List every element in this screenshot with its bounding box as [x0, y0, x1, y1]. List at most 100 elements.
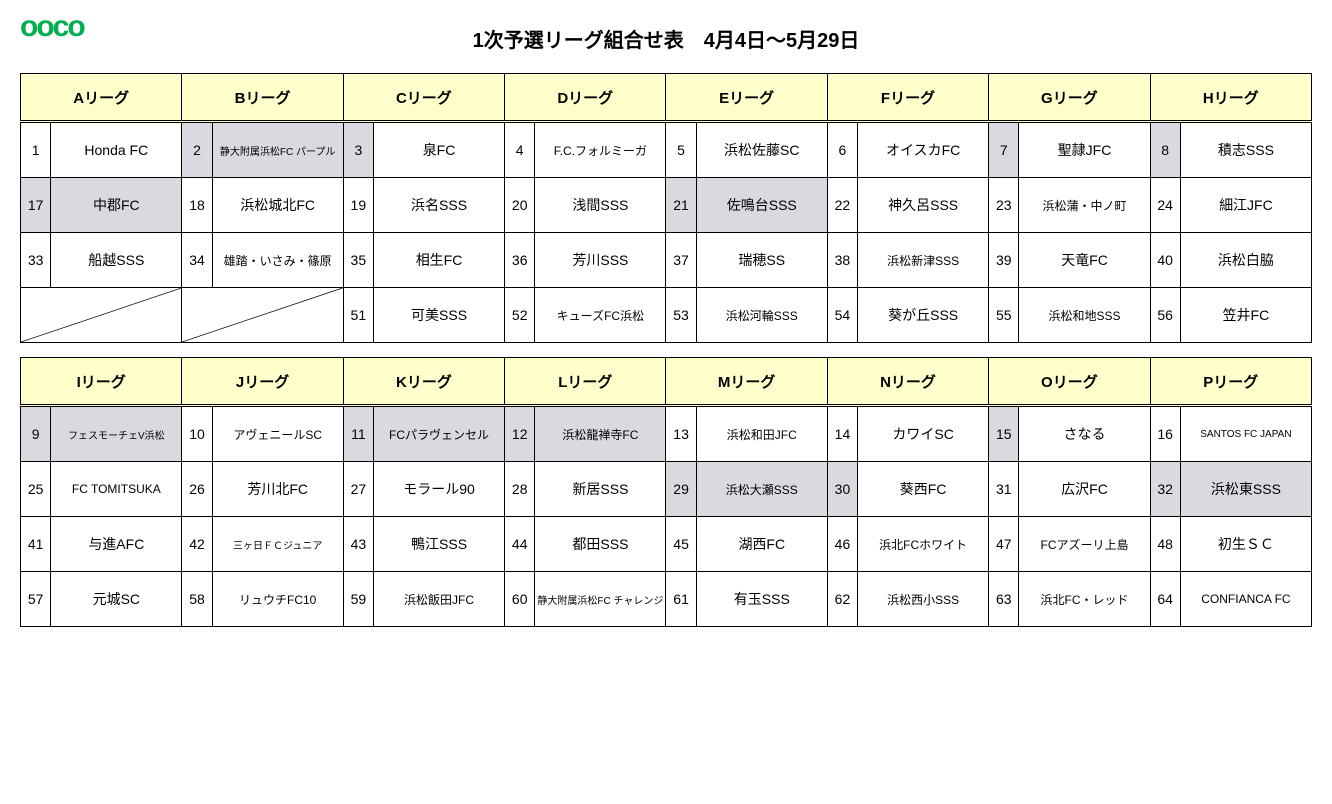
team-name: 笠井FC: [1180, 288, 1311, 343]
team-number: 41: [21, 517, 51, 572]
team-name: 中郡FC: [51, 178, 182, 233]
team-name: 細江JFC: [1180, 178, 1311, 233]
team-number: 47: [989, 517, 1019, 572]
league-header: Aリーグ: [21, 74, 182, 122]
team-name: F.C.フォルミーガ: [535, 122, 666, 178]
team-name: リュウチFC10: [212, 572, 343, 627]
team-name: 浜松和地SSS: [1019, 288, 1150, 343]
team-number: 45: [666, 517, 696, 572]
team-name: 相生FC: [373, 233, 504, 288]
team-number: 35: [343, 233, 373, 288]
team-number: 32: [1150, 462, 1180, 517]
league-header: Pリーグ: [1150, 358, 1311, 406]
team-number: 57: [21, 572, 51, 627]
team-name: さなる: [1019, 406, 1150, 462]
team-name: カワイSC: [858, 406, 989, 462]
team-number: 46: [827, 517, 857, 572]
team-name: 瑞穂SS: [696, 233, 827, 288]
team-number: 37: [666, 233, 696, 288]
team-number: 27: [343, 462, 373, 517]
team-name: Honda FC: [51, 122, 182, 178]
team-number: 17: [21, 178, 51, 233]
team-name: 新居SSS: [535, 462, 666, 517]
team-number: 42: [182, 517, 212, 572]
team-name: 湖西FC: [696, 517, 827, 572]
team-number: 1: [21, 122, 51, 178]
team-name: 浜松和田JFC: [696, 406, 827, 462]
team-name: 天竜FC: [1019, 233, 1150, 288]
team-name: 可美SSS: [373, 288, 504, 343]
team-number: 60: [505, 572, 535, 627]
team-number: 15: [989, 406, 1019, 462]
team-number: 64: [1150, 572, 1180, 627]
team-number: 29: [666, 462, 696, 517]
league-header: Mリーグ: [666, 358, 827, 406]
team-number: 8: [1150, 122, 1180, 178]
league-header: Gリーグ: [989, 74, 1150, 122]
team-name: 浜松白脇: [1180, 233, 1311, 288]
team-number: 24: [1150, 178, 1180, 233]
team-name: 与進AFC: [51, 517, 182, 572]
team-name: 元城SC: [51, 572, 182, 627]
team-name: アヴェニールSC: [212, 406, 343, 462]
team-number: 48: [1150, 517, 1180, 572]
team-name: モラール90: [373, 462, 504, 517]
team-name: 船越SSS: [51, 233, 182, 288]
team-name: 静大附属浜松FC チャレンジ: [535, 572, 666, 627]
league-header: Dリーグ: [505, 74, 666, 122]
team-name: 芳川SSS: [535, 233, 666, 288]
team-number: 52: [505, 288, 535, 343]
empty-diagonal-cell: [182, 288, 343, 343]
team-name: 芳川北FC: [212, 462, 343, 517]
team-name: SANTOS FC JAPAN: [1180, 406, 1311, 462]
team-number: 9: [21, 406, 51, 462]
team-number: 4: [505, 122, 535, 178]
team-name: FCパラヴェンセル: [373, 406, 504, 462]
league-header: Kリーグ: [343, 358, 504, 406]
team-name: 佐鳴台SSS: [696, 178, 827, 233]
team-number: 28: [505, 462, 535, 517]
team-number: 12: [505, 406, 535, 462]
team-number: 20: [505, 178, 535, 233]
team-name: 浜松大瀬SSS: [696, 462, 827, 517]
team-number: 3: [343, 122, 373, 178]
team-number: 11: [343, 406, 373, 462]
team-name: 浜松佐藤SC: [696, 122, 827, 178]
team-number: 54: [827, 288, 857, 343]
team-name: 浜松河輪SSS: [696, 288, 827, 343]
team-number: 13: [666, 406, 696, 462]
team-number: 62: [827, 572, 857, 627]
team-number: 43: [343, 517, 373, 572]
team-name: 聖隷JFC: [1019, 122, 1150, 178]
empty-diagonal-cell: [21, 288, 182, 343]
team-number: 25: [21, 462, 51, 517]
team-number: 7: [989, 122, 1019, 178]
team-number: 39: [989, 233, 1019, 288]
league-header: Bリーグ: [182, 74, 343, 122]
team-name: 浜北FC・レッド: [1019, 572, 1150, 627]
team-number: 38: [827, 233, 857, 288]
team-name: 浜北FCホワイト: [858, 517, 989, 572]
team-number: 30: [827, 462, 857, 517]
team-number: 59: [343, 572, 373, 627]
team-name: 広沢FC: [1019, 462, 1150, 517]
league-header: Hリーグ: [1150, 74, 1311, 122]
team-name: 浜松龍禅寺FC: [535, 406, 666, 462]
league-table-top: AリーグBリーグCリーグDリーグEリーグFリーグGリーグHリーグ1Honda F…: [20, 73, 1312, 343]
team-number: 23: [989, 178, 1019, 233]
team-name: 雄踏・いさみ・篠原: [212, 233, 343, 288]
team-number: 51: [343, 288, 373, 343]
team-number: 55: [989, 288, 1019, 343]
team-number: 53: [666, 288, 696, 343]
team-name: 浜松飯田JFC: [373, 572, 504, 627]
team-number: 14: [827, 406, 857, 462]
team-name: 浜松西小SSS: [858, 572, 989, 627]
team-number: 44: [505, 517, 535, 572]
team-number: 36: [505, 233, 535, 288]
league-table-bottom: IリーグJリーグKリーグLリーグMリーグNリーグOリーグPリーグ9フェスモーチェ…: [20, 357, 1312, 627]
team-name: 三ヶ日ＦＣジュニア: [212, 517, 343, 572]
team-number: 58: [182, 572, 212, 627]
team-name: フェスモーチェV浜松: [51, 406, 182, 462]
league-header: Jリーグ: [182, 358, 343, 406]
team-name: 浜松蒲・中ノ町: [1019, 178, 1150, 233]
